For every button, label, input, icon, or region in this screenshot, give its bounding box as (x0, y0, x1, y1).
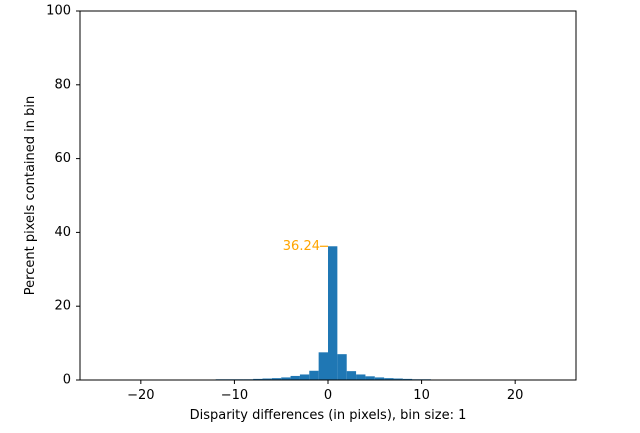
y-tick-label: 0 (63, 373, 71, 388)
peak-annotation-label: 36.24 (283, 239, 320, 254)
histogram-bar (281, 377, 291, 380)
x-tick-label: 10 (413, 388, 430, 403)
y-tick-label: 40 (54, 225, 71, 240)
y-tick-label: 100 (46, 4, 71, 19)
histogram-bar (253, 378, 263, 380)
y-tick-label: 80 (54, 77, 71, 92)
x-tick-label: 20 (507, 388, 524, 403)
histogram-bar (356, 374, 366, 380)
histogram-bar (318, 352, 328, 380)
x-axis-ticks: −20 −10 0 10 20 (127, 380, 523, 403)
histogram-bar (309, 370, 319, 380)
y-axis-ticks: 0 20 40 60 80 100 (46, 4, 80, 388)
histogram-bar (365, 376, 375, 380)
x-axis-label: Disparity differences (in pixels), bin s… (190, 408, 467, 423)
y-tick-label: 20 (54, 299, 71, 314)
y-tick-label: 60 (54, 151, 71, 166)
y-axis-label: Percent pixels contained in bin (23, 96, 38, 295)
histogram-bar (393, 378, 403, 380)
histogram-bar (337, 354, 347, 380)
histogram-bar (374, 377, 385, 380)
x-tick-label: 0 (324, 388, 332, 403)
histogram-bar (384, 378, 394, 380)
histogram-bar (328, 246, 338, 380)
histogram-bar (271, 378, 282, 380)
histogram-bar (262, 378, 272, 380)
x-tick-label: −10 (221, 388, 248, 403)
histogram-bar (402, 378, 413, 380)
histogram-bars (84, 246, 553, 381)
histogram-bar (299, 374, 310, 380)
x-tick-label: −20 (127, 388, 154, 403)
peak-annotation: 36.24 (283, 239, 328, 254)
histogram-bar (290, 375, 300, 380)
histogram-bar (346, 371, 357, 380)
